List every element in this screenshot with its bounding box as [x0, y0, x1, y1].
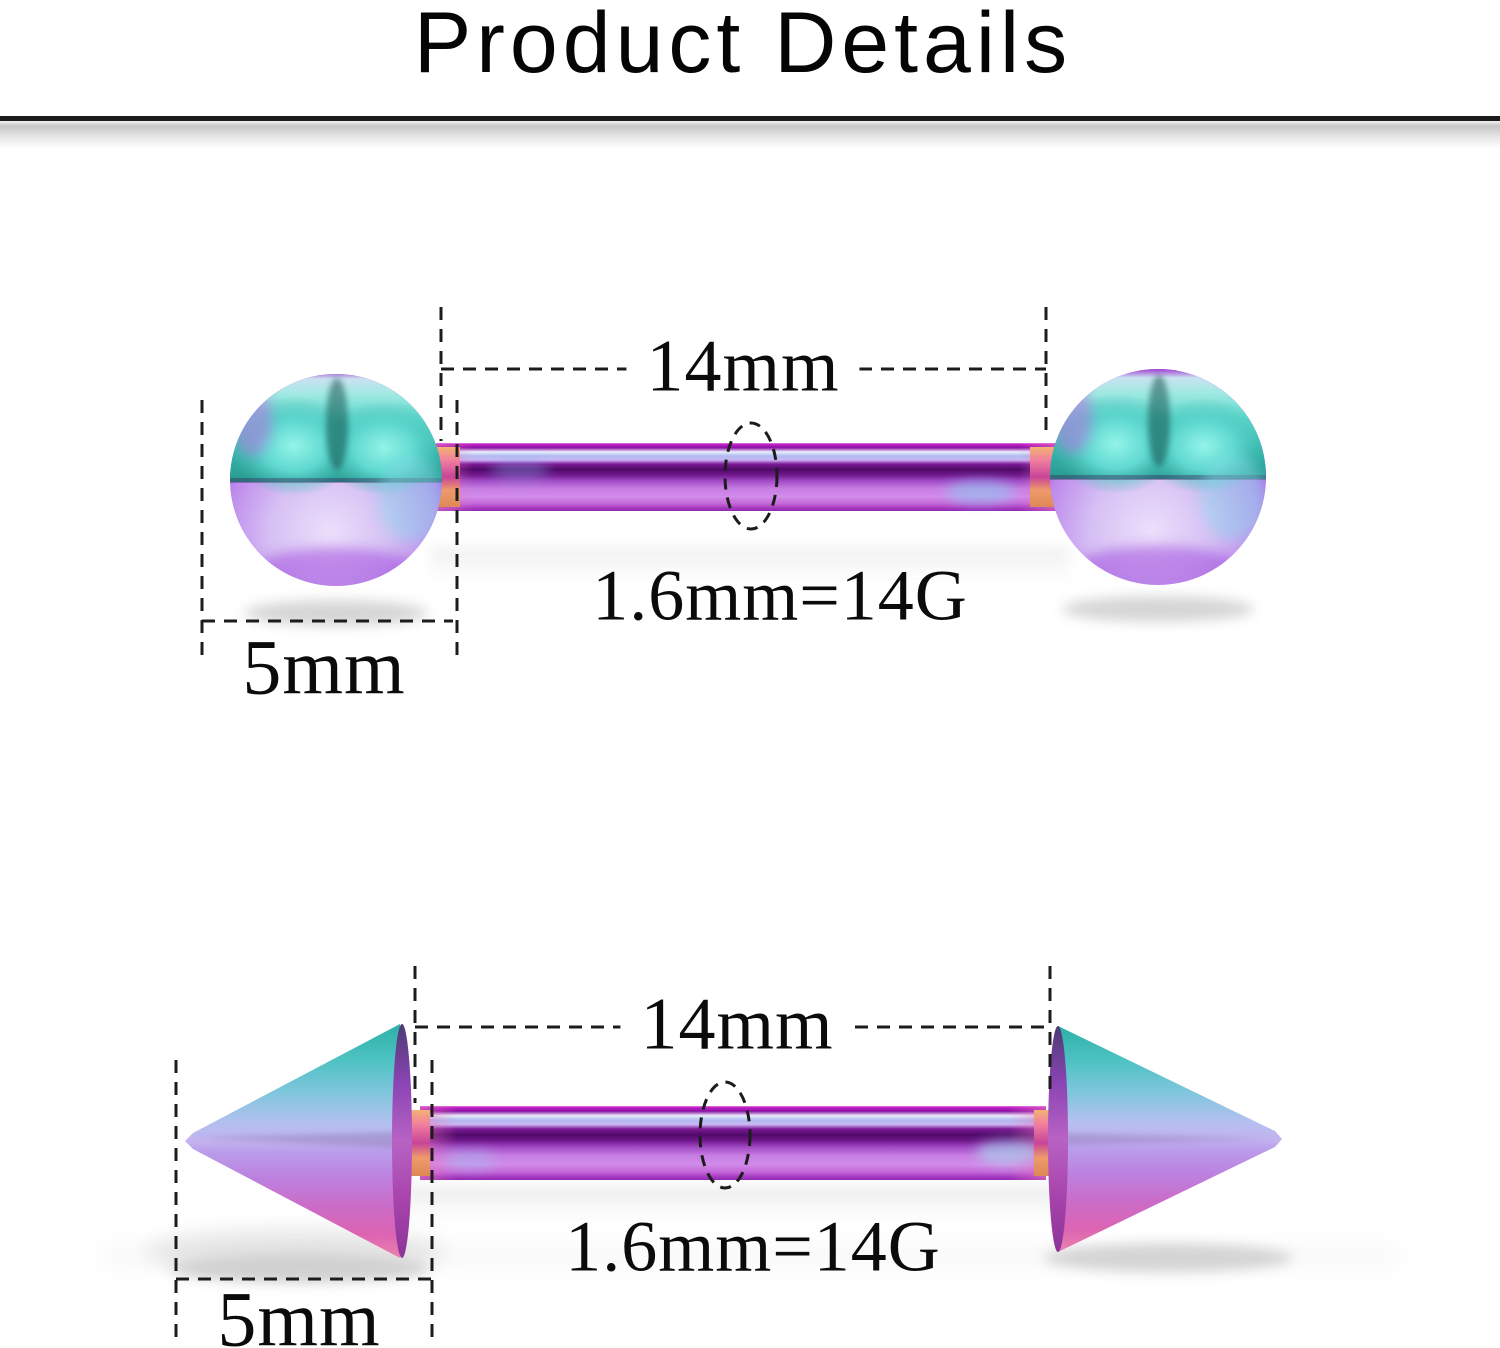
spike-end-barbell — [174, 966, 1282, 1345]
left-spike — [185, 1024, 412, 1258]
right-ball — [1050, 369, 1266, 585]
left-ball — [230, 374, 442, 586]
right-spike — [1048, 1026, 1282, 1252]
page-title: Product Details — [413, 0, 1073, 91]
thickness-ellipse — [723, 421, 779, 531]
length-label-ball-barbell: 14mm — [626, 329, 860, 404]
thickness-label-ball-barbell: 1.6mm=14G — [592, 555, 968, 636]
thickness-label-spike-barbell: 1.6mm=14G — [565, 1206, 941, 1287]
thickness-ellipse — [698, 1080, 752, 1190]
end-size-label-spike-barbell: 5mm — [217, 1275, 381, 1348]
divider-line — [0, 116, 1500, 121]
end-size-label-ball-barbell: 5mm — [242, 623, 406, 711]
divider-shadow — [0, 121, 1500, 149]
length-label-spike-barbell: 14mm — [620, 987, 854, 1062]
dimension-lines-ball-barbell — [200, 307, 1048, 662]
